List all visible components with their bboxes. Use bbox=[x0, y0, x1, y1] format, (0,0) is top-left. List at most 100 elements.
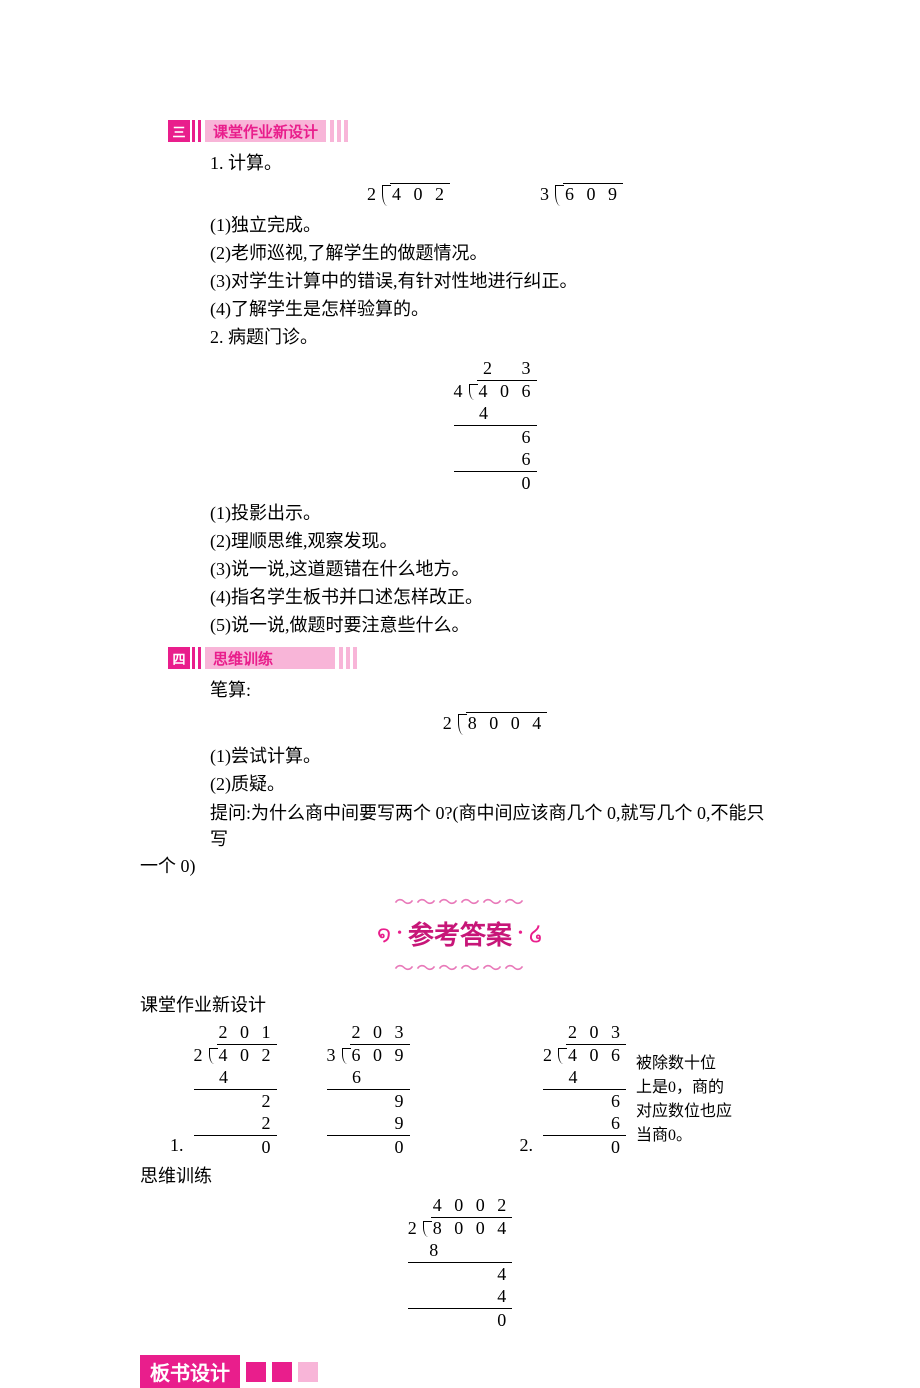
text-line: (2)老师巡视,了解学生的做题情况。 bbox=[210, 240, 780, 267]
answers-banner: 〜〜〜〜〜〜 ໑ • 参考答案 • ໒ 〜〜〜〜〜〜 bbox=[140, 886, 780, 981]
decorative-end-bars bbox=[330, 120, 348, 142]
answer-note: 被除数十位 上是0，商的 对应数位也应 当商0。 bbox=[636, 1052, 732, 1158]
division-step: 6 bbox=[454, 448, 537, 472]
footer-squares bbox=[246, 1362, 318, 1382]
division-step: 4 bbox=[408, 1263, 513, 1286]
section-3-title: 课堂作业新设计 bbox=[205, 120, 326, 142]
quotient: 2 0 3 bbox=[543, 1021, 626, 1044]
division-step: 4 bbox=[543, 1066, 626, 1090]
text-line: (3)说一说,这道题错在什么地方。 bbox=[210, 556, 780, 583]
text-line: (3)对学生计算中的错误,有针对性地进行纠正。 bbox=[210, 268, 780, 295]
division-step: 6 bbox=[327, 1066, 410, 1090]
section-3-header: 三 课堂作业新设计 bbox=[168, 120, 780, 142]
note-line: 上是0，商的 bbox=[636, 1076, 732, 1100]
division-step: 4 bbox=[194, 1066, 277, 1090]
divisor: 2 bbox=[194, 1044, 209, 1067]
text-line: 1. 计算。 bbox=[210, 150, 780, 177]
divisor: 2 bbox=[367, 181, 380, 208]
division-step: 6 bbox=[454, 426, 537, 449]
answer-number: 2. bbox=[520, 1135, 534, 1156]
division-step: 0 bbox=[194, 1136, 277, 1159]
division-problems-row: 2 4 0 2 3 6 0 9 bbox=[210, 181, 780, 208]
dividend: 4 0 2 bbox=[217, 1044, 277, 1065]
divisor: 2 bbox=[408, 1217, 423, 1240]
quotient: 2 0 1 bbox=[194, 1021, 277, 1044]
long-division: 4 0 0 2 2 8 0 0 4 8 4 4 0 bbox=[408, 1194, 513, 1331]
long-division: 2 0 3 2 4 0 6 4 6 6 0 bbox=[543, 1021, 626, 1158]
answers-title: 参考答案 bbox=[408, 915, 512, 952]
division-step: 2 bbox=[194, 1090, 277, 1113]
divisor: 2 bbox=[543, 1044, 558, 1067]
division-step: 4 bbox=[408, 1285, 513, 1309]
divisor: 3 bbox=[540, 181, 553, 208]
section-4-header: 四 思维训练 bbox=[168, 647, 780, 669]
section-4-icon: 四 bbox=[168, 647, 190, 669]
division-step: 0 bbox=[327, 1136, 410, 1159]
divisor: 3 bbox=[327, 1044, 342, 1067]
section-3-icon: 三 bbox=[168, 120, 190, 142]
division-step: 8 bbox=[408, 1239, 513, 1263]
note-line: 对应数位也应 bbox=[636, 1100, 732, 1124]
division-step: 0 bbox=[408, 1309, 513, 1332]
quotient: 2 3 bbox=[454, 357, 537, 380]
text-line: 提问:为什么商中间要写两个 0?(商中间应该商几个 0,就写几个 0,不能只写 bbox=[210, 799, 780, 851]
division-step: 9 bbox=[327, 1112, 410, 1136]
dot-icon: • bbox=[397, 926, 402, 942]
square-icon bbox=[272, 1362, 292, 1382]
division-step: 9 bbox=[327, 1090, 410, 1113]
long-division-simple: 2 8 0 0 4 bbox=[443, 710, 548, 737]
division-step: 2 bbox=[194, 1112, 277, 1136]
footer-label-text: 板书设计 bbox=[140, 1355, 240, 1388]
dividend: 6 0 9 bbox=[563, 183, 623, 204]
decorative-bars bbox=[192, 647, 201, 669]
division-step: 0 bbox=[543, 1136, 626, 1159]
text-line: 一个 0) bbox=[140, 852, 780, 878]
swirl-icon: ໑ bbox=[377, 921, 391, 947]
decorative-end-bars bbox=[339, 647, 357, 669]
answer-2: 2 0 3 3 6 0 9 6 9 9 0 bbox=[327, 1021, 410, 1158]
text-line: (4)指名学生板书并口述怎样改正。 bbox=[210, 584, 780, 611]
text-line: (2)理顺思维,观察发现。 bbox=[210, 528, 780, 555]
section-4-content: 笔算: 2 8 0 0 4 (1)尝试计算。 (2)质疑。 bbox=[210, 677, 780, 798]
text-line: (1)独立完成。 bbox=[210, 212, 780, 239]
square-icon bbox=[298, 1362, 318, 1382]
text-line: (1)尝试计算。 bbox=[210, 743, 780, 770]
division-step: 6 bbox=[543, 1112, 626, 1136]
quotient: 4 0 0 2 bbox=[408, 1194, 513, 1217]
note-line: 被除数十位 bbox=[636, 1052, 732, 1076]
divisor: 4 bbox=[454, 380, 469, 403]
swirl-icon: ໒ bbox=[529, 921, 543, 947]
decorative-bars bbox=[192, 120, 201, 142]
answers-row-1: 1. 2 0 1 2 4 0 2 4 2 2 0 2 0 3 3 6 0 9 6… bbox=[170, 1021, 780, 1158]
long-division: 2 0 3 3 6 0 9 6 9 9 0 bbox=[327, 1021, 410, 1158]
quotient: 2 0 3 bbox=[327, 1021, 410, 1044]
square-icon bbox=[246, 1362, 266, 1382]
answer-4: 4 0 0 2 2 8 0 0 4 8 4 4 0 bbox=[140, 1194, 780, 1331]
division-step: 4 bbox=[454, 402, 537, 426]
long-division: 2 0 1 2 4 0 2 4 2 2 0 bbox=[194, 1021, 277, 1158]
text-line: (2)质疑。 bbox=[210, 771, 780, 798]
ornament-top: 〜〜〜〜〜〜 bbox=[394, 886, 526, 915]
answer-number: 1. bbox=[170, 1135, 184, 1156]
dividend: 6 0 9 bbox=[350, 1044, 410, 1065]
dividend: 4 0 6 bbox=[566, 1044, 626, 1065]
answers-heading-1: 课堂作业新设计 bbox=[140, 991, 780, 1017]
dot-icon: • bbox=[518, 926, 523, 942]
dividend: 4 0 2 bbox=[390, 183, 450, 204]
division-problem: 2 8 0 0 4 bbox=[210, 710, 780, 737]
long-division: 2 3 4 4 0 6 4 6 6 0 bbox=[454, 357, 537, 494]
division-step: 6 bbox=[543, 1090, 626, 1113]
division-problem-2: 3 6 0 9 bbox=[540, 181, 623, 208]
text-line: (5)说一说,做题时要注意些什么。 bbox=[210, 612, 780, 639]
dividend: 8 0 0 4 bbox=[466, 712, 548, 733]
ornament-bottom: 〜〜〜〜〜〜 bbox=[394, 952, 526, 981]
division-problem-1: 2 4 0 2 bbox=[367, 181, 450, 208]
section-3-content: 1. 计算。 2 4 0 2 3 6 0 9 (1)独立完成。 (2)老师巡视,… bbox=[210, 150, 780, 639]
text-line: 2. 病题门诊。 bbox=[210, 324, 780, 351]
worked-division-wrong: 2 3 4 4 0 6 4 6 6 0 bbox=[210, 357, 780, 494]
footer-label: 板书设计 bbox=[140, 1355, 318, 1388]
answer-1: 1. 2 0 1 2 4 0 2 4 2 2 0 bbox=[170, 1021, 277, 1158]
divisor: 2 bbox=[443, 710, 456, 737]
text-line: (4)了解学生是怎样验算的。 bbox=[210, 296, 780, 323]
section-4-title: 思维训练 bbox=[205, 647, 335, 669]
